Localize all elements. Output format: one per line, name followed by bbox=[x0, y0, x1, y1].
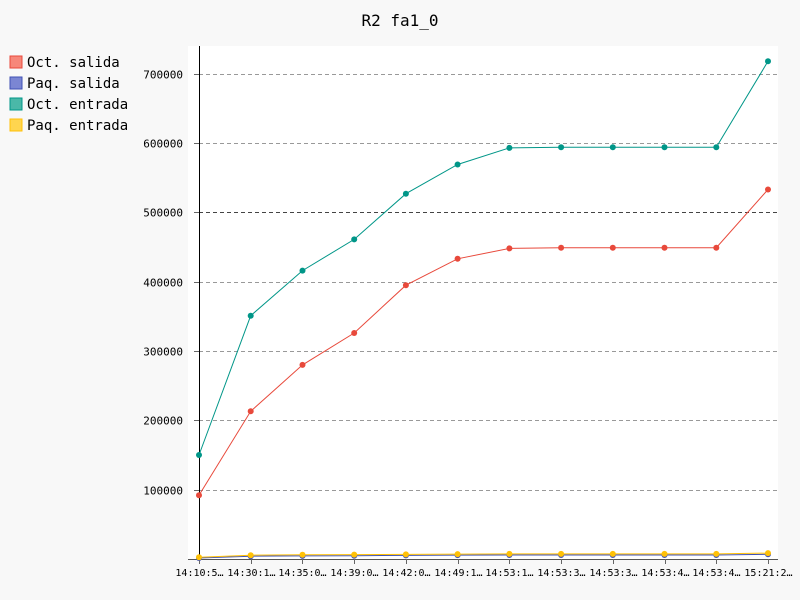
axes: 100000 200000 300000 400000 500000 600000 7000… bbox=[143, 46, 793, 579]
legend-swatch bbox=[9, 55, 23, 69]
data-point[interactable] bbox=[609, 550, 616, 557]
plot-area bbox=[188, 46, 778, 559]
data-point[interactable] bbox=[299, 551, 306, 558]
x-tick-label: 14:53:4… bbox=[692, 568, 740, 579]
y-tick-label: 500000 bbox=[143, 207, 183, 220]
series-line bbox=[198, 552, 769, 558]
data-point[interactable] bbox=[713, 244, 720, 251]
data-point[interactable] bbox=[609, 244, 616, 251]
y-tick-label: 200000 bbox=[143, 415, 183, 428]
data-point[interactable] bbox=[506, 245, 513, 252]
data-point[interactable] bbox=[765, 58, 771, 65]
x-tick-label: 14:10:5… bbox=[175, 568, 223, 579]
chart-title: R2 fa1_0 bbox=[361, 11, 438, 30]
y-tick-label: 300000 bbox=[143, 346, 183, 359]
data-point[interactable] bbox=[765, 550, 771, 557]
legend-item[interactable]: Oct. salida bbox=[9, 55, 120, 71]
data-point[interactable] bbox=[765, 186, 771, 193]
data-point[interactable] bbox=[196, 452, 202, 458]
data-point[interactable] bbox=[351, 330, 358, 336]
x-tick-label: 14:39:0… bbox=[330, 568, 378, 579]
x-tick-label: 14:53:1… bbox=[485, 568, 533, 579]
data-point[interactable] bbox=[661, 244, 668, 251]
x-tick-label: 14:42:0… bbox=[382, 568, 430, 579]
legend-item[interactable]: Oct. entrada bbox=[9, 97, 128, 113]
x-tick-label: 14:53:3… bbox=[537, 568, 585, 579]
legend-label: Oct. salida bbox=[27, 55, 120, 71]
x-tick-label: 14:53:4… bbox=[641, 568, 689, 579]
data-point[interactable] bbox=[661, 550, 668, 557]
legend-swatch bbox=[9, 97, 23, 111]
legend-swatch bbox=[9, 118, 23, 132]
data-point[interactable] bbox=[247, 312, 254, 319]
series-layer bbox=[196, 58, 771, 561]
data-point[interactable] bbox=[558, 244, 565, 251]
series-3 bbox=[196, 550, 771, 561]
data-point[interactable] bbox=[506, 550, 513, 557]
data-point[interactable] bbox=[609, 144, 616, 151]
data-point[interactable] bbox=[558, 144, 565, 151]
data-point[interactable] bbox=[506, 144, 513, 151]
data-point[interactable] bbox=[661, 144, 668, 151]
data-point[interactable] bbox=[351, 236, 358, 243]
x-tick-label: 15:21:2… bbox=[744, 568, 792, 579]
data-point[interactable] bbox=[402, 551, 409, 558]
data-point[interactable] bbox=[454, 551, 461, 558]
data-point[interactable] bbox=[299, 267, 306, 274]
data-point[interactable] bbox=[351, 551, 358, 558]
data-point[interactable] bbox=[299, 361, 306, 368]
legend-swatch bbox=[9, 76, 23, 90]
data-point[interactable] bbox=[454, 161, 461, 168]
series-0 bbox=[196, 186, 771, 499]
data-point[interactable] bbox=[402, 190, 409, 197]
grid-lines bbox=[199, 74, 778, 491]
legend-label: Oct. entrada bbox=[27, 97, 128, 113]
data-point[interactable] bbox=[713, 144, 720, 151]
legend-item[interactable]: Paq. salida bbox=[9, 76, 120, 92]
series-line bbox=[198, 189, 769, 496]
series-2 bbox=[196, 58, 771, 458]
legend: Oct. salida Paq. salida Oct. entrada Paq. e… bbox=[9, 55, 128, 134]
data-point[interactable] bbox=[713, 550, 720, 557]
data-point[interactable] bbox=[454, 255, 461, 262]
y-tick-label: 400000 bbox=[143, 277, 183, 290]
data-point[interactable] bbox=[196, 554, 202, 561]
data-point[interactable] bbox=[247, 552, 254, 559]
data-point[interactable] bbox=[402, 282, 409, 289]
y-tick-label: 100000 bbox=[143, 485, 183, 498]
data-point[interactable] bbox=[196, 492, 202, 499]
legend-item[interactable]: Paq. entrada bbox=[9, 118, 128, 134]
x-tick-label: 14:30:1… bbox=[227, 568, 275, 579]
y-tick-label: 600000 bbox=[143, 138, 183, 151]
legend-label: Paq. entrada bbox=[27, 118, 128, 134]
data-point[interactable] bbox=[247, 408, 254, 415]
x-tick-label: 14:49:1… bbox=[434, 568, 482, 579]
legend-label: Paq. salida bbox=[27, 76, 120, 92]
series-line bbox=[198, 553, 769, 559]
series-line bbox=[198, 61, 769, 456]
x-tick-label: 14:35:0… bbox=[278, 568, 326, 579]
data-point[interactable] bbox=[558, 550, 565, 557]
x-tick-label: 14:53:3… bbox=[589, 568, 637, 579]
y-tick-label: 700000 bbox=[143, 69, 183, 82]
